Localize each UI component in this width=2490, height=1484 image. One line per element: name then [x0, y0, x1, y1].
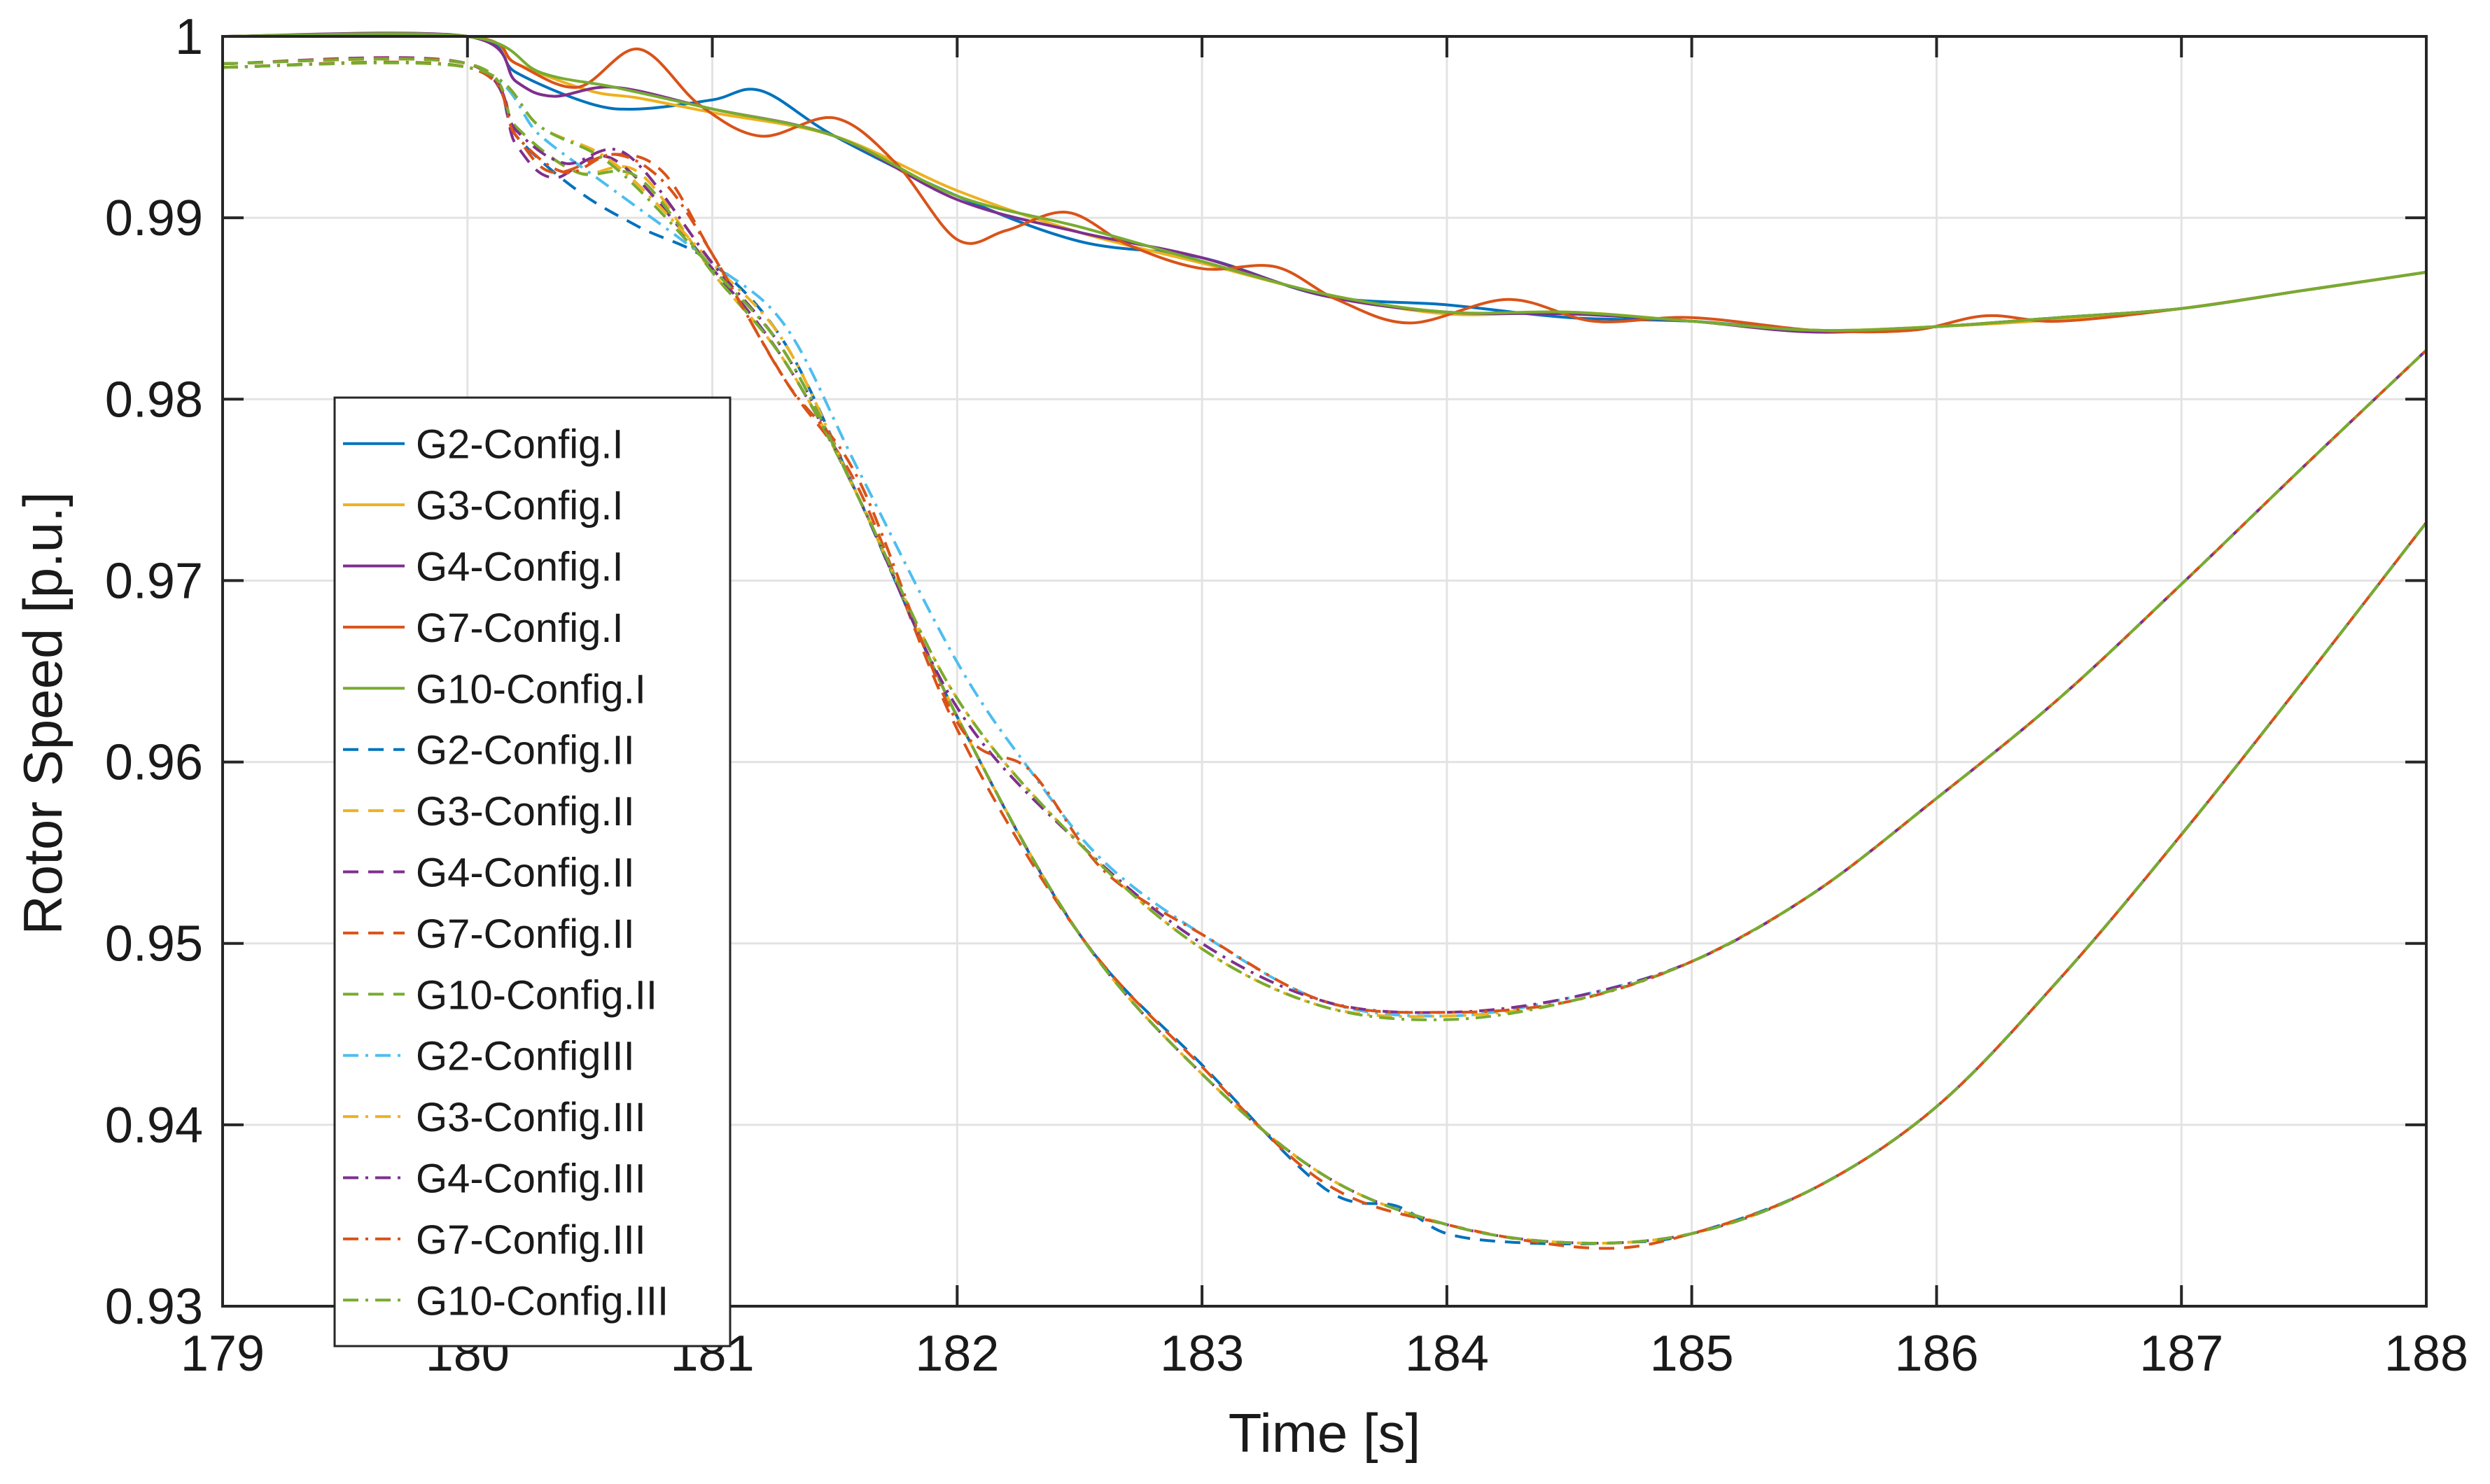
legend-label-g7-config-iii: G7-Config.III: [416, 1217, 646, 1263]
x-tick-label: 184: [1405, 1326, 1489, 1382]
series-line-g7-config-iii: [222, 60, 2428, 1014]
legend-label-g7-config-i: G7-Config.I: [416, 606, 624, 651]
legend-label-g2-configiii: G2-ConfigIII: [416, 1034, 635, 1079]
series-line-g10-config-iii: [222, 61, 2428, 1021]
x-tick-label: 188: [2384, 1326, 2468, 1382]
y-tick-label: 0.99: [105, 190, 203, 246]
series-line-g10-config-i: [222, 32, 2427, 332]
series-line-g10-config-ii: [222, 57, 2428, 1245]
x-tick-label: 183: [1160, 1326, 1244, 1382]
legend-label-g4-config-iii: G4-Config.III: [416, 1156, 646, 1202]
legend-label-g10-config-ii: G10-Config.II: [416, 972, 657, 1018]
legend: G2-Config.I G3-Config.I G4-Config.I G7-Conf…: [333, 396, 732, 1348]
legend-label-g2-config-ii: G2-Config.II: [416, 728, 635, 774]
y-tick-label: 1: [175, 9, 203, 65]
legend-label-g10-config-i: G10-Config.I: [416, 666, 646, 712]
legend-label-g3-config-iii: G3-Config.III: [416, 1095, 646, 1140]
x-tick-label: 182: [915, 1326, 999, 1382]
legend-label-g10-config-iii: G10-Config.III: [416, 1278, 669, 1324]
plot-area-frame: [221, 35, 2428, 1308]
y-tick-label: 0.96: [105, 735, 203, 791]
y-tick-label: 0.93: [105, 1279, 203, 1335]
axis-ticks: 179 180 181 182 183 184 185 186 187 1880.930.940.…: [105, 9, 2468, 1382]
legend-label-g4-config-i: G4-Config.I: [416, 545, 624, 590]
y-tick-label: 0.97: [105, 553, 203, 609]
x-axis-title: Time [s]: [1229, 1402, 1420, 1464]
series-line-g4-config-iii: [222, 61, 2428, 1014]
x-tick-label: 185: [1650, 1326, 1734, 1382]
legend-label-g3-config-ii: G3-Config.II: [416, 789, 635, 834]
x-tick-label: 186: [1894, 1326, 1978, 1382]
legend-label-g2-config-i: G2-Config.I: [416, 422, 624, 468]
legend-label-g7-config-ii: G7-Config.II: [416, 911, 635, 957]
series-line-g7-config-i: [222, 33, 2427, 334]
y-axis-title: Rotor Speed [p.u.]: [12, 491, 74, 934]
data-series: [222, 31, 2428, 1250]
y-tick-label: 0.95: [105, 916, 203, 972]
x-tick-label: 179: [181, 1326, 265, 1382]
legend-label-g3-config-i: G3-Config.I: [416, 483, 624, 528]
y-tick-label: 0.94: [105, 1098, 203, 1154]
x-tick-label: 187: [2139, 1326, 2223, 1382]
legend-label-g4-config-ii: G4-Config.II: [416, 850, 635, 896]
y-tick-label: 0.98: [105, 372, 203, 428]
